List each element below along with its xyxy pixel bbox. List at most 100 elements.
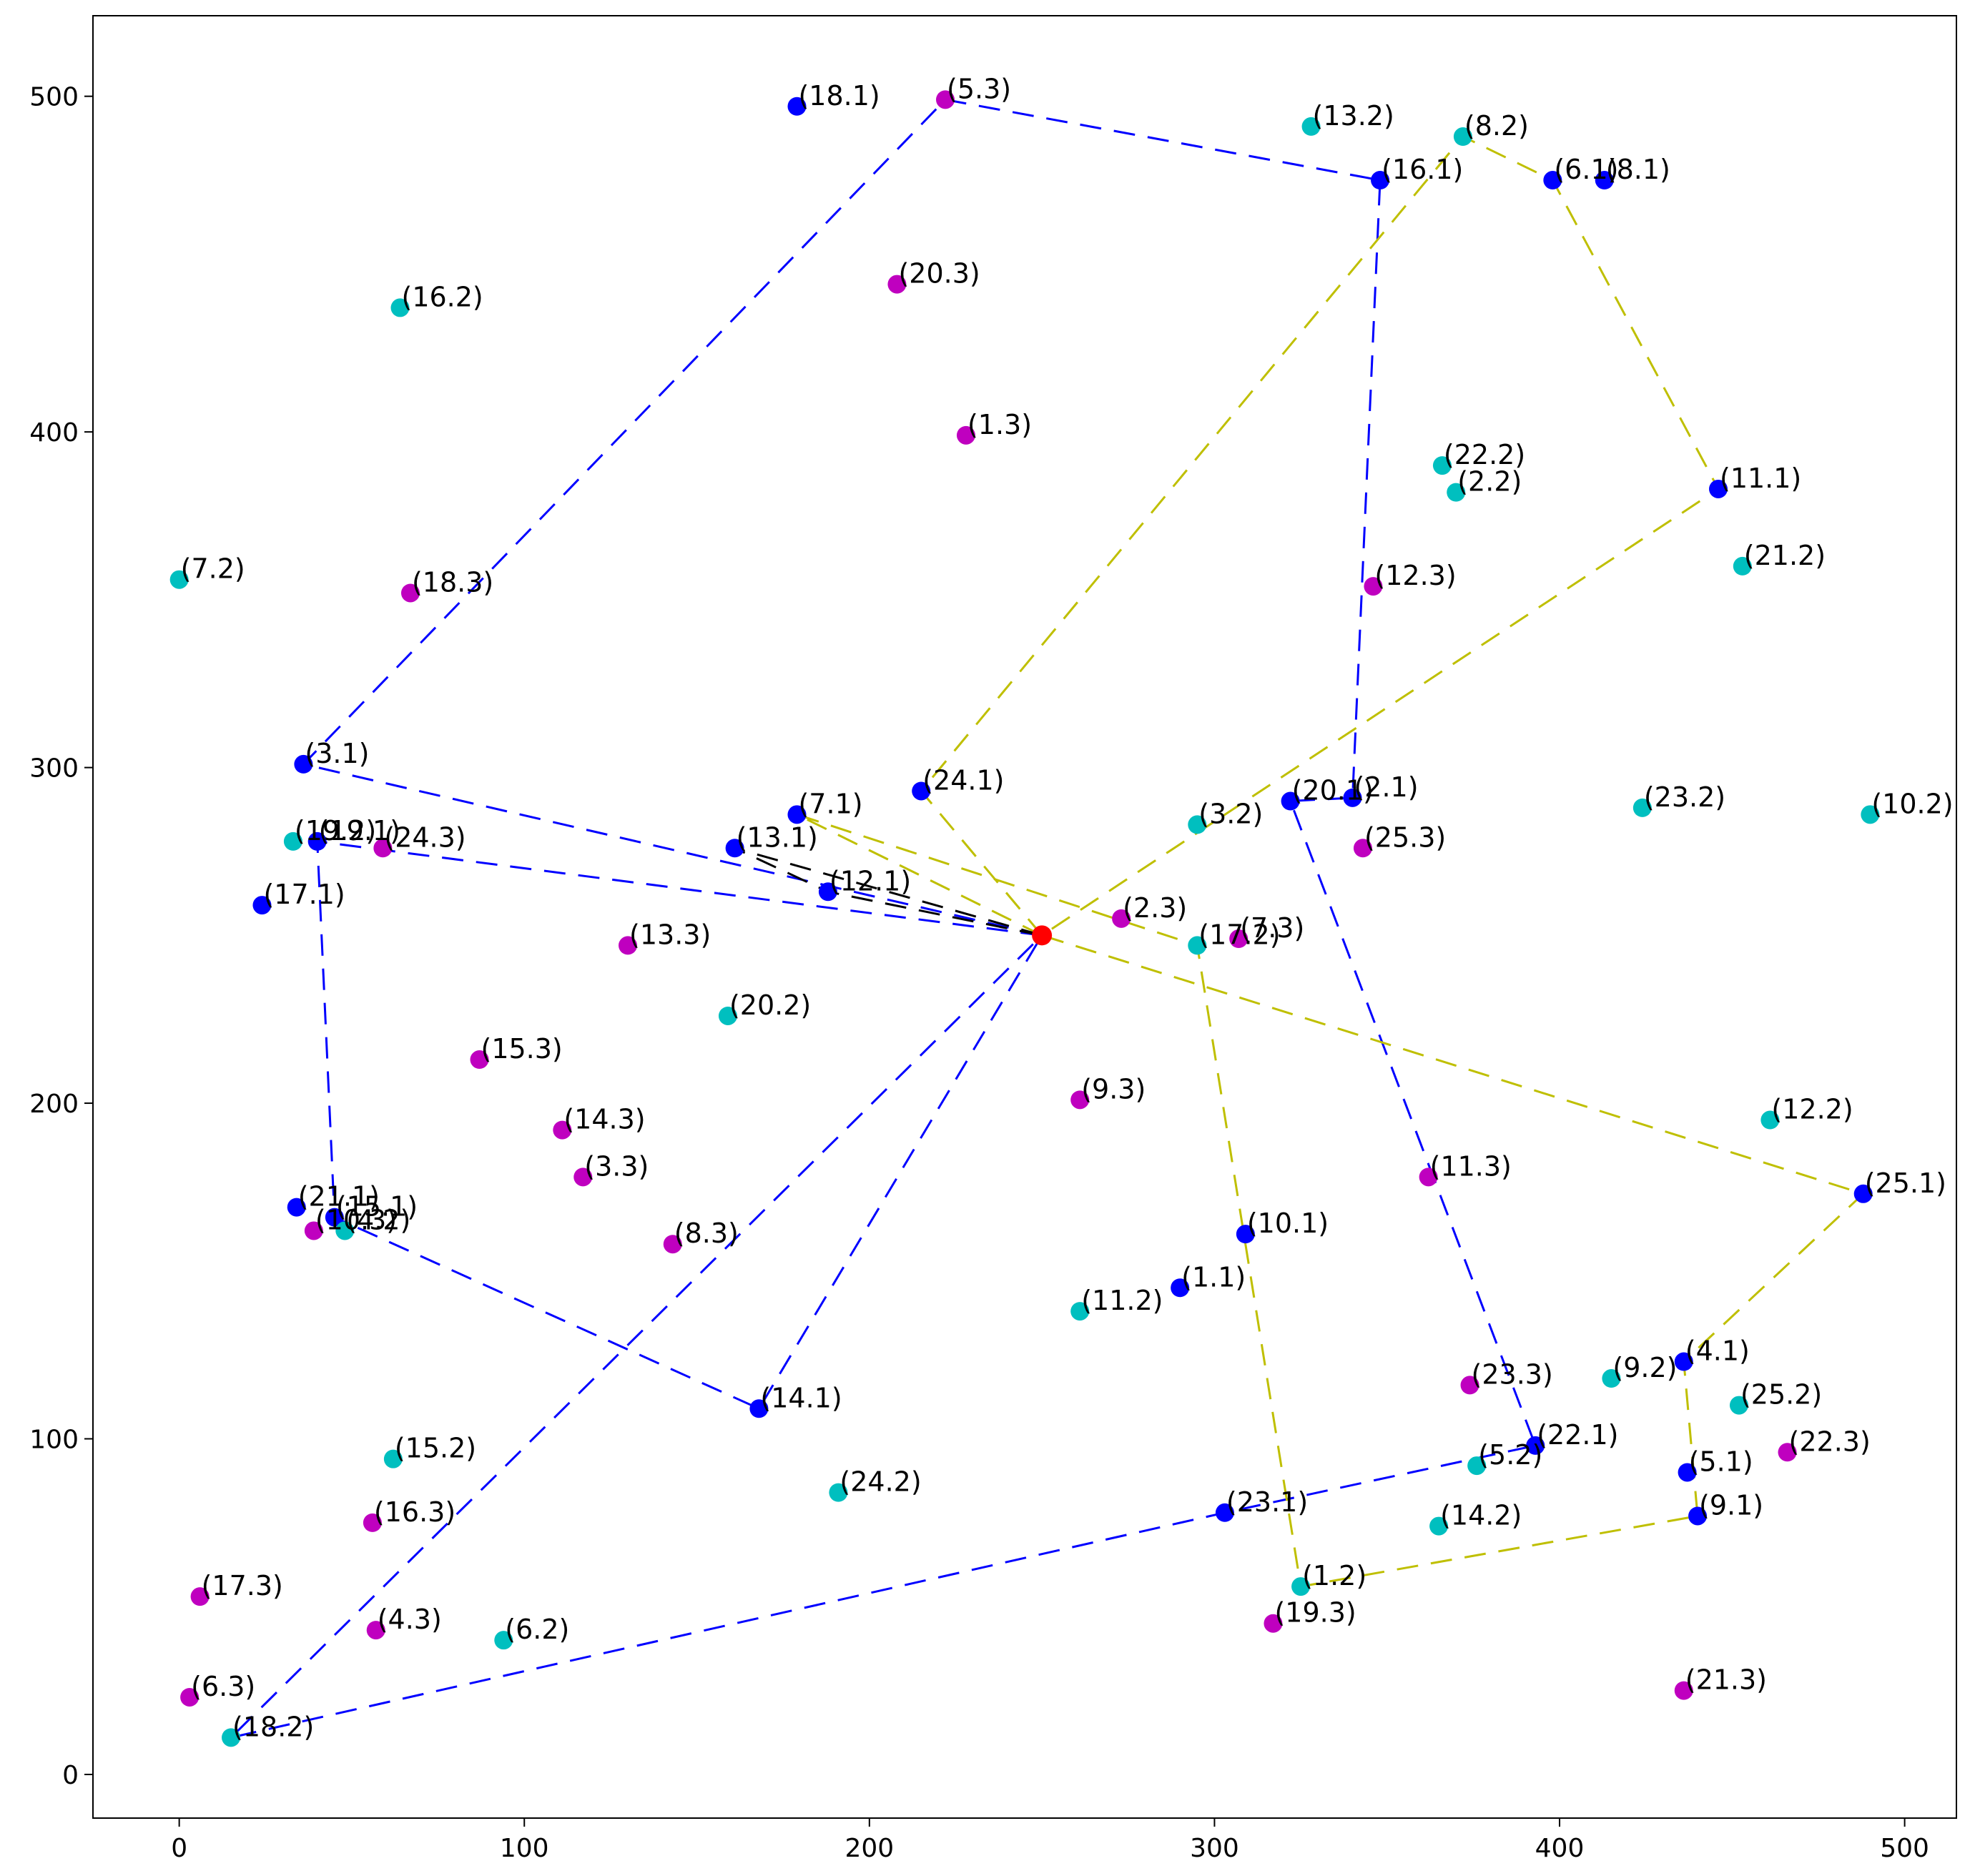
- point-label: (22.1): [1537, 1419, 1618, 1451]
- point-label: (7.2): [181, 553, 245, 585]
- point-2.3: [1112, 909, 1131, 928]
- point-label: (21.3): [1685, 1664, 1767, 1696]
- x-tick-label: 300: [1190, 1834, 1239, 1863]
- point-label: (23.1): [1226, 1486, 1308, 1518]
- point-18.1: [787, 97, 807, 116]
- point-label: (14.2): [1440, 1500, 1522, 1531]
- y-axis: 0 100 200 300 400 500: [29, 83, 93, 1790]
- point-label: (3.3): [584, 1150, 649, 1182]
- point-20.3: [887, 275, 907, 294]
- point-1.2: [1291, 1577, 1311, 1596]
- point-10.1: [1236, 1225, 1255, 1244]
- point-label: (3.1): [305, 738, 369, 769]
- point-4.2: [335, 1221, 355, 1240]
- point-label: (10.1): [1247, 1208, 1329, 1239]
- point-23.2: [1632, 798, 1652, 817]
- point-11.1: [1709, 479, 1728, 498]
- point-label: (8.2): [1464, 110, 1529, 142]
- route-line-1: [227, 98, 1537, 1739]
- point-22.2: [1432, 456, 1452, 475]
- point-label: (13.2): [1313, 100, 1394, 132]
- point-8.3: [663, 1235, 682, 1254]
- point-14.1: [749, 1399, 769, 1418]
- point-11.2: [1070, 1302, 1090, 1321]
- point-7.3: [1229, 929, 1249, 949]
- center-marker: [1032, 925, 1053, 946]
- point-12.1: [818, 882, 837, 902]
- point-label: (16.1): [1382, 154, 1463, 185]
- point-label: (23.2): [1644, 781, 1725, 813]
- point-11.3: [1419, 1167, 1438, 1187]
- point-label: (18.1): [798, 80, 880, 112]
- point-21.3: [1674, 1681, 1693, 1700]
- point-label: (6.1): [1554, 154, 1618, 185]
- point-label: (17.1): [263, 879, 345, 910]
- point-label: (8.1): [1606, 154, 1670, 185]
- point-label: (4.3): [378, 1604, 442, 1635]
- route-line-3: [920, 135, 1720, 937]
- point-21.2: [1733, 556, 1752, 576]
- point-label: (2.1): [1354, 771, 1418, 803]
- point-19.1: [307, 831, 327, 851]
- point-label: (22.2): [1444, 439, 1525, 470]
- point-2.1: [1343, 788, 1362, 807]
- point-8.1: [1595, 171, 1614, 190]
- point-label: (4.2): [346, 1204, 410, 1235]
- point-6.1: [1543, 171, 1562, 190]
- point-label: (20.1): [1292, 775, 1374, 806]
- point-20.2: [718, 1006, 737, 1025]
- point-25.2: [1729, 1396, 1748, 1415]
- point-label: (9.2): [1612, 1352, 1677, 1383]
- point-9.3: [1070, 1090, 1090, 1110]
- point-15.3: [470, 1050, 489, 1070]
- point-label: (14.3): [563, 1104, 645, 1135]
- point-12.2: [1760, 1110, 1780, 1130]
- point-label: (4.1): [1685, 1336, 1750, 1367]
- point-10.3: [304, 1221, 323, 1240]
- point-label: (15.3): [481, 1033, 563, 1065]
- point-7.1: [787, 805, 807, 824]
- point-3.2: [1188, 815, 1207, 834]
- point-label: (16.3): [374, 1496, 455, 1528]
- point-13.1: [725, 839, 744, 858]
- point-label: (11.3): [1430, 1150, 1512, 1182]
- point-15.1: [325, 1208, 344, 1227]
- point-5.2: [1467, 1456, 1487, 1476]
- point-1.3: [956, 425, 975, 445]
- point-15.2: [383, 1449, 403, 1468]
- x-tick-label: 100: [500, 1834, 549, 1863]
- point-19.2: [283, 831, 302, 851]
- point-3.3: [573, 1167, 593, 1187]
- point-17.1: [252, 896, 272, 915]
- point-label: (20.3): [898, 258, 980, 290]
- point-label: (16.2): [402, 281, 483, 312]
- point-label: (12.3): [1374, 560, 1456, 591]
- point-label: (19.3): [1274, 1597, 1356, 1629]
- point-label: (13.1): [737, 821, 818, 853]
- x-tick-label: 500: [1880, 1834, 1929, 1863]
- point-label: (24.2): [839, 1466, 921, 1498]
- point-label: (5.2): [1478, 1439, 1542, 1471]
- point-25.1: [1853, 1184, 1873, 1203]
- point-22.3: [1778, 1443, 1797, 1462]
- point-label: (12.2): [1771, 1094, 1853, 1125]
- point-label: (25.2): [1740, 1379, 1822, 1411]
- y-tick-label: 100: [29, 1426, 79, 1455]
- point-6.2: [494, 1631, 513, 1650]
- point-label: (12.1): [829, 865, 911, 897]
- point-24.1: [912, 781, 931, 801]
- point-6.3: [180, 1687, 200, 1707]
- point-label: (10.3): [315, 1204, 397, 1235]
- y-tick-label: 300: [29, 754, 79, 784]
- point-16.1: [1371, 171, 1390, 190]
- point-13.3: [619, 936, 638, 955]
- point-4.3: [366, 1621, 385, 1640]
- point-label: (21.2): [1744, 540, 1826, 571]
- point-label: (15.1): [336, 1191, 418, 1223]
- point-25.3: [1353, 839, 1372, 858]
- point-label: (20.2): [729, 989, 811, 1021]
- point-label: (1.1): [1181, 1261, 1246, 1293]
- point-label: (6.3): [191, 1671, 255, 1702]
- point-5.1: [1678, 1463, 1697, 1482]
